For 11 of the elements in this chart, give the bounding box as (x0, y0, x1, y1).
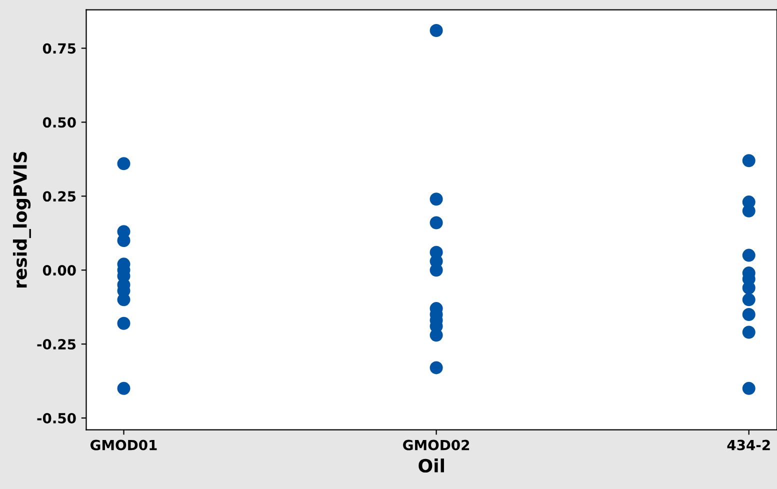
y-tick-label: 0.00 (42, 265, 76, 276)
y-tick-label: 0.75 (42, 43, 76, 54)
y-tick-label: -0.50 (37, 412, 76, 424)
x-axis-title: Oil (418, 458, 444, 473)
y-axis-title: resid_logPVIS (12, 152, 31, 288)
y-tick-label: -0.25 (37, 339, 76, 350)
y-tick-label: 0.25 (42, 191, 76, 202)
y-tick-label: 0.50 (42, 117, 76, 128)
x-tick-label: GMOD01 (90, 440, 157, 450)
x-tick-label: 434-2 (727, 440, 770, 450)
x-tick-label: GMOD02 (403, 440, 470, 450)
